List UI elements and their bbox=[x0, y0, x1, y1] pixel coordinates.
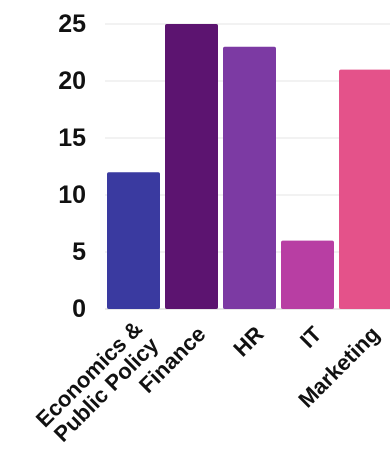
y-tick-label: 20 bbox=[58, 67, 86, 95]
bar bbox=[107, 172, 160, 309]
bar bbox=[339, 69, 390, 309]
y-tick-label: 25 bbox=[58, 10, 86, 38]
y-tick-label: 10 bbox=[58, 181, 86, 209]
y-axis-ticks: 0 5 10 15 20 25 bbox=[58, 10, 86, 323]
y-tick-label: 5 bbox=[72, 238, 86, 266]
y-tick-label: 0 bbox=[72, 295, 86, 323]
x-tick-label: HR bbox=[228, 321, 268, 361]
bar bbox=[165, 24, 218, 309]
bar bbox=[281, 240, 334, 309]
bars bbox=[107, 24, 390, 310]
bar bbox=[223, 46, 276, 310]
x-tick-label: IT bbox=[295, 321, 327, 353]
y-tick-label: 15 bbox=[58, 124, 86, 152]
